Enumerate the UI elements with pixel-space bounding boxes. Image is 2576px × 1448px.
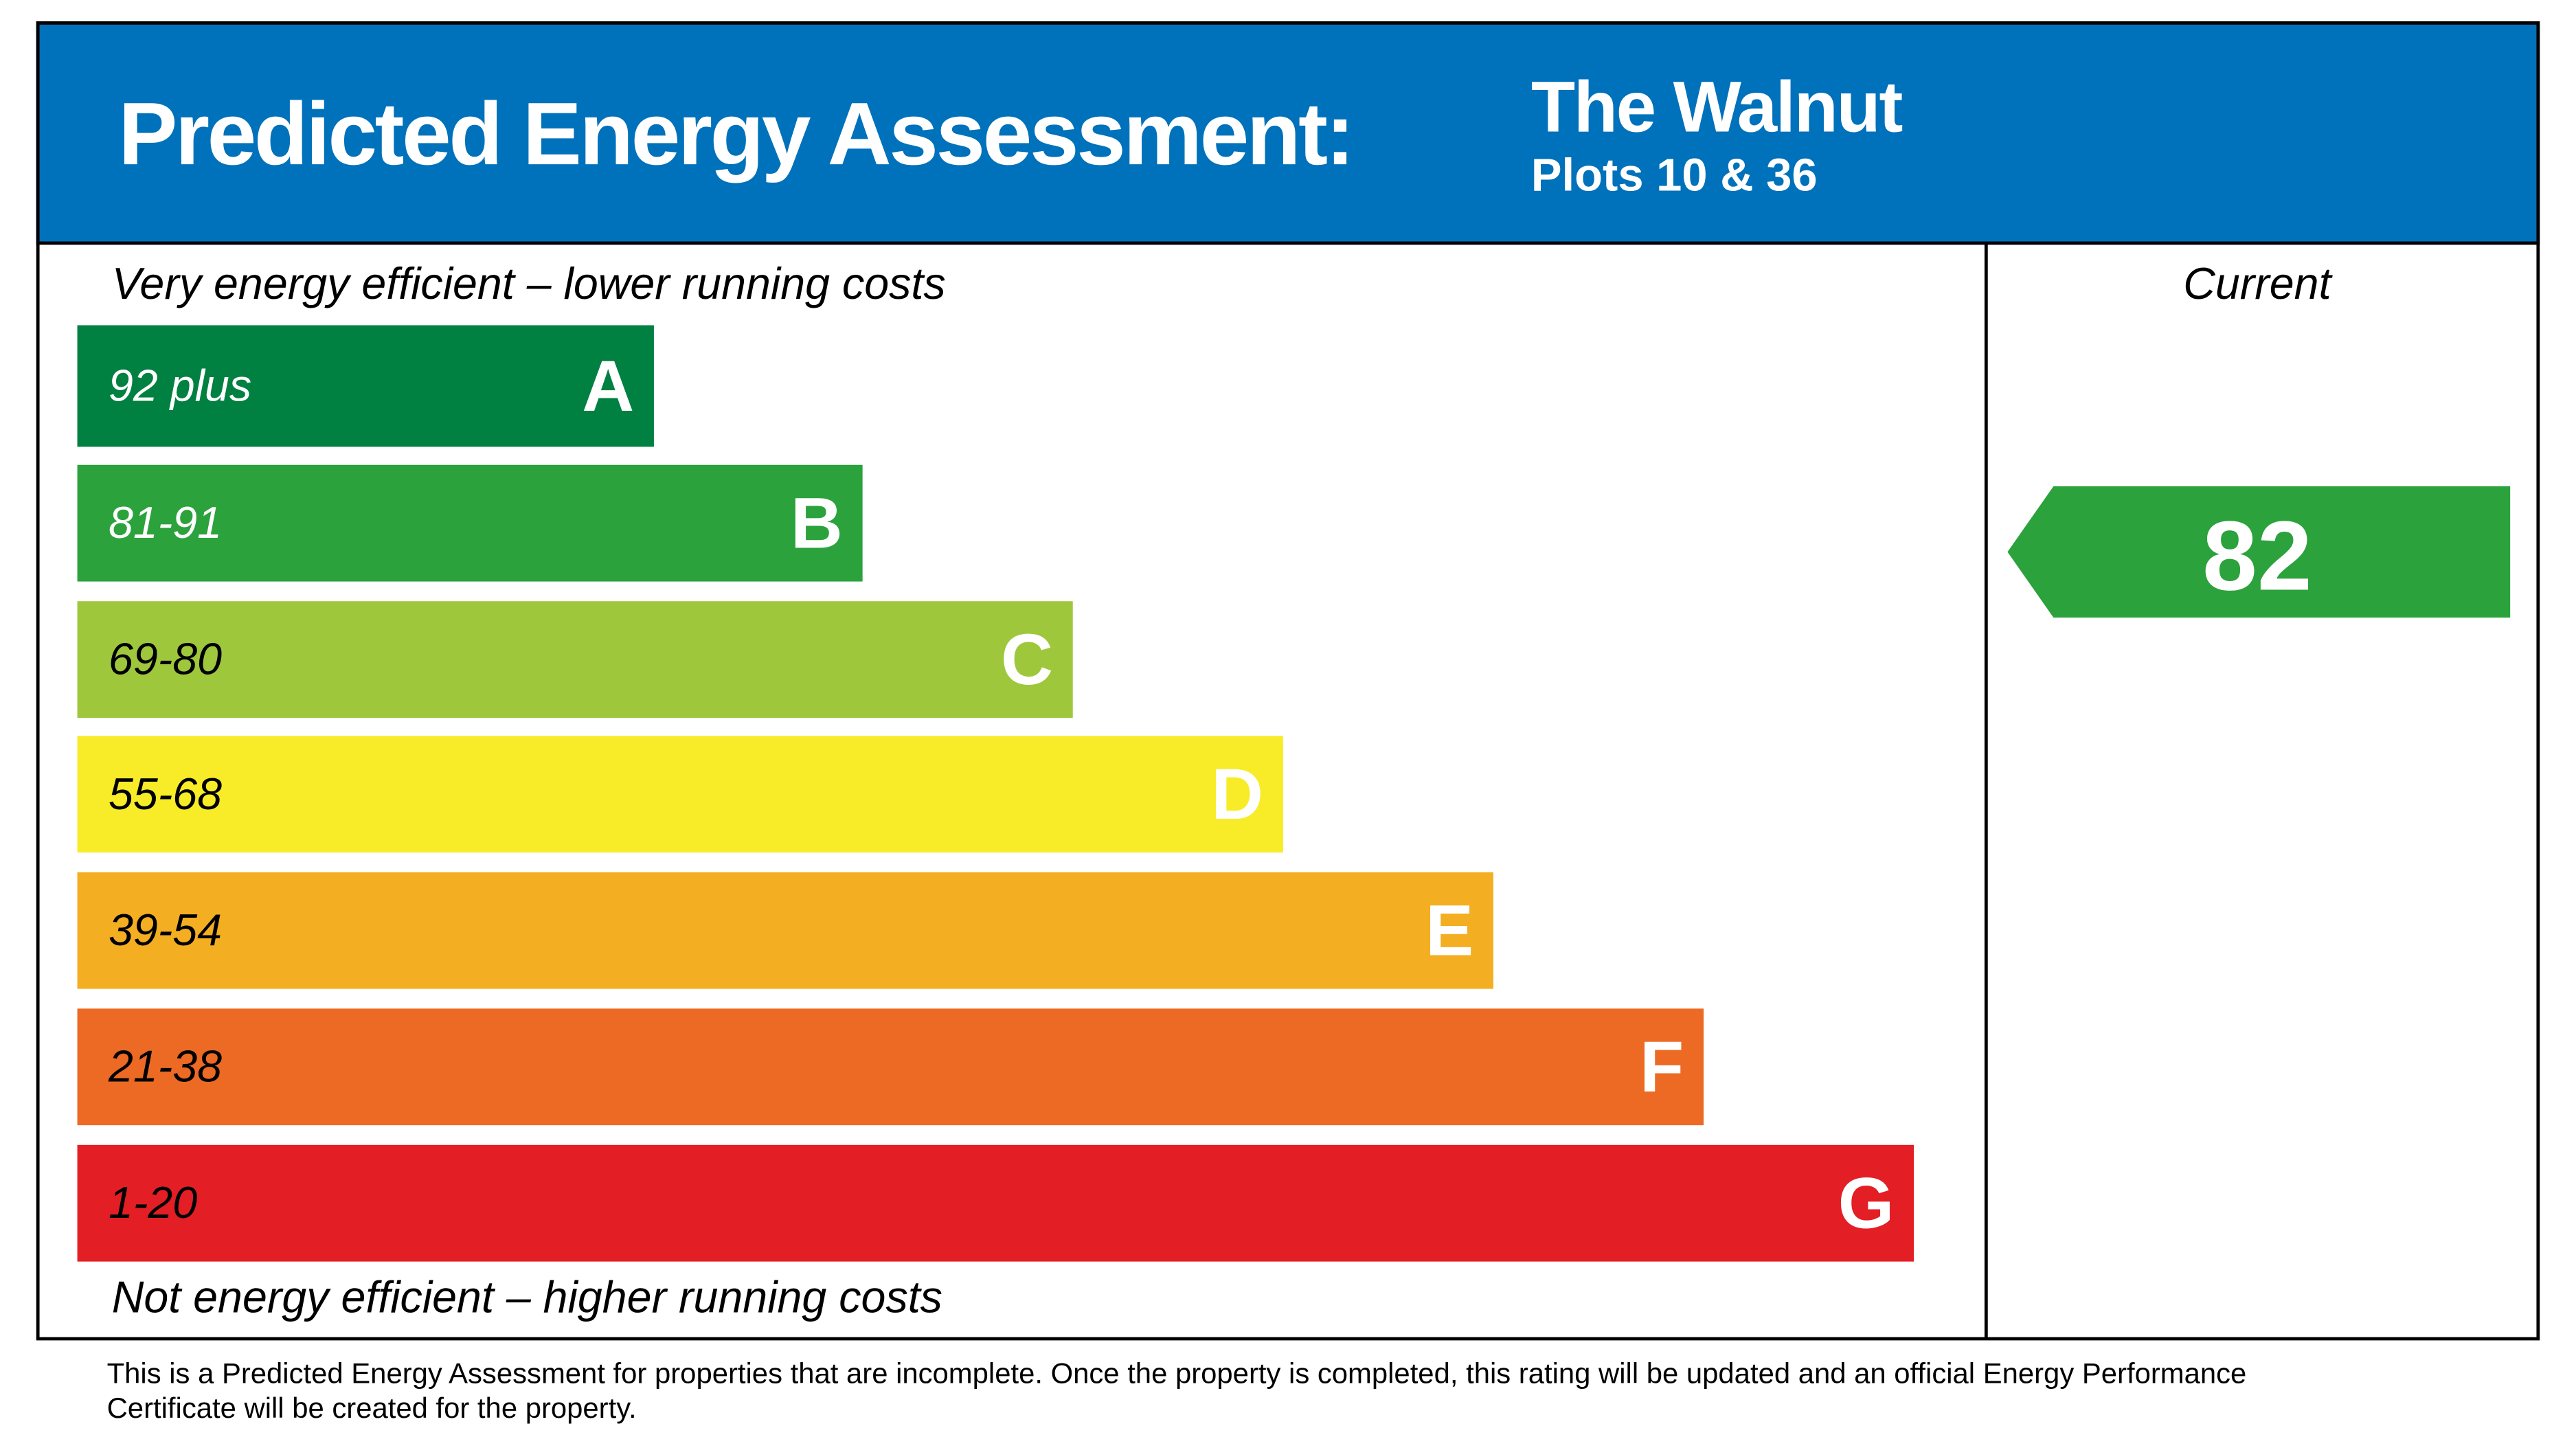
band-bar <box>77 464 863 582</box>
band-letter: C <box>1001 620 1053 700</box>
band-bar <box>77 325 654 447</box>
title: Predicted Energy Assessment: <box>118 84 1353 183</box>
band-range: 81-91 <box>109 498 222 547</box>
plots: Plots 10 & 36 <box>1531 149 1818 201</box>
header-bar <box>36 21 2540 245</box>
current-value: 82 <box>2202 501 2312 611</box>
current-label: Current <box>2183 259 2333 308</box>
footnote-line: Certificate will be created for the prop… <box>107 1392 637 1424</box>
band-range: 69-80 <box>109 635 222 684</box>
band-letter: G <box>1838 1164 1895 1244</box>
band-letter: A <box>582 346 634 427</box>
bottom-label: Not energy efficient – higher running co… <box>112 1273 942 1322</box>
band-range: 55-68 <box>109 769 222 819</box>
band-letter: D <box>1211 754 1263 835</box>
band-range: 1-20 <box>109 1178 197 1228</box>
footnote-line: This is a Predicted Energy Assessment fo… <box>107 1357 2247 1390</box>
band-bar <box>77 1144 1914 1262</box>
property-name: The Walnut <box>1531 67 1902 147</box>
band-range: 92 plus <box>109 361 251 410</box>
top-label: Very energy efficient – lower running co… <box>112 259 946 308</box>
current-arrow <box>2007 486 2511 618</box>
band-letter: F <box>1640 1027 1684 1107</box>
band-letter: E <box>1425 891 1473 971</box>
band-range: 39-54 <box>109 905 222 955</box>
band-letter: B <box>791 484 843 564</box>
band-range: 21-38 <box>108 1042 222 1091</box>
band-bar <box>77 1008 1704 1126</box>
band-bar <box>77 872 1493 989</box>
band-bar <box>77 736 1283 853</box>
band-bar <box>77 601 1073 719</box>
